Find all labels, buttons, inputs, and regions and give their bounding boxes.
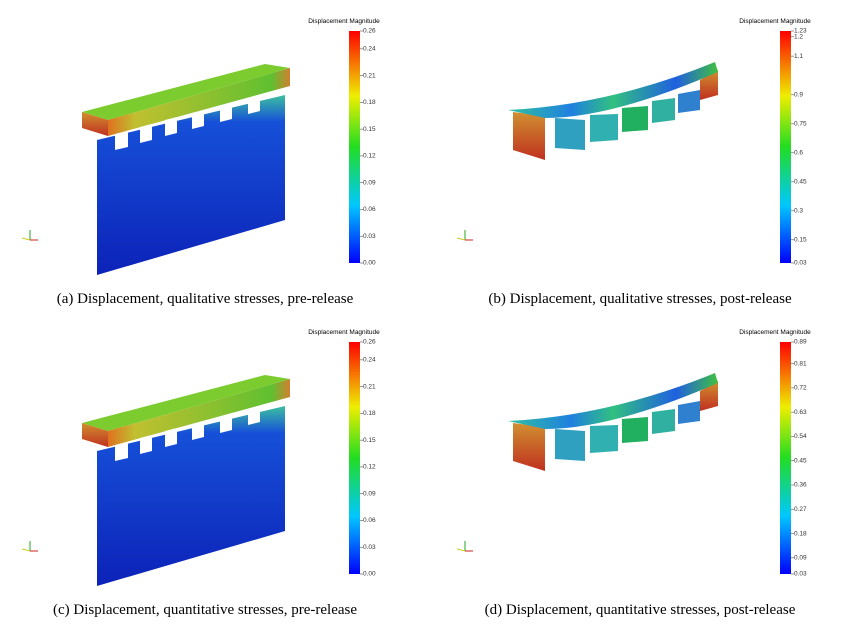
colorbar-tick-label: 0.72 — [794, 385, 807, 392]
colorbar-tick-label: 0.09 — [363, 490, 376, 497]
colorbar-tick-label: 0.45 — [794, 179, 807, 186]
colorbar-tick-label: 0.75 — [794, 121, 807, 128]
colorbar — [780, 342, 791, 574]
render-b — [508, 62, 718, 160]
axes-c — [21, 540, 39, 552]
colorbar-tick-label: 0.12 — [363, 464, 376, 471]
colorbar-tick-label: 0.03 — [363, 233, 376, 240]
colorbar-tick-label: 0.09 — [363, 179, 376, 186]
colorbar-tick-label: 0.21 — [363, 383, 376, 390]
colorbar-tick-label: 0.18 — [794, 530, 807, 537]
colorbar-tick-label: 0.00 — [363, 571, 376, 578]
colorbar — [349, 342, 360, 574]
colorbar-tick-label: 0.27 — [794, 506, 807, 513]
colorbar-tick-label: 0.15 — [363, 437, 376, 444]
colorbar-tick-label: 0.9 — [794, 92, 803, 99]
colorbar-tick-label: 0.15 — [794, 237, 807, 244]
colorbar-title: Displacement Magnitude — [739, 329, 811, 336]
render-d — [508, 373, 718, 471]
colorbar-title: Displacement Magnitude — [739, 18, 811, 25]
axes-a — [21, 229, 39, 241]
colorbar-tick-label: 0.03 — [794, 571, 807, 578]
colorbar-tick-label: 0.24 — [363, 357, 376, 364]
colorbar-tick-label: 1.23 — [794, 28, 807, 35]
colorbar-tick-label: 0.09 — [794, 555, 807, 562]
colorbar-tick-label: 0.18 — [363, 99, 376, 106]
colorbar-tick-label: 0.81 — [794, 360, 807, 367]
colorbar-tick-label: 1.2 — [794, 34, 803, 41]
caption: (c) Displacement, quantitative stresses,… — [53, 602, 357, 618]
colorbar-tick-label: 0.03 — [794, 260, 807, 267]
caption: (d) Displacement, quantitative stresses,… — [485, 602, 796, 618]
colorbar-tick-label: 0.06 — [363, 206, 376, 213]
caption: (a) Displacement, qualitative stresses, … — [57, 291, 354, 307]
colorbar-tick-label: 0.26 — [363, 339, 376, 346]
colorbar-tick-label: 0.26 — [363, 28, 376, 35]
colorbar-tick-label: 0.15 — [363, 126, 376, 133]
colorbar — [349, 31, 360, 263]
colorbar-tick-label: 0.54 — [794, 433, 807, 440]
colorbar-tick-label: 0.06 — [363, 517, 376, 524]
render-c — [82, 375, 290, 586]
colorbar-tick-label: 0.6 — [794, 150, 803, 157]
colorbar-title: Displacement Magnitude — [308, 329, 380, 336]
axes-b — [456, 229, 474, 241]
colorbar-tick-label: 0.21 — [363, 72, 376, 79]
colorbar-tick-label: 0.18 — [363, 410, 376, 417]
render-a — [82, 64, 290, 275]
colorbar-tick-label: 0.63 — [794, 409, 807, 416]
colorbar-tick-label: 0.89 — [794, 339, 807, 346]
colorbar — [780, 31, 791, 263]
colorbar-tick-label: 0.03 — [363, 544, 376, 551]
caption: (b) Displacement, qualitative stresses, … — [488, 291, 792, 307]
colorbar-tick-label: 1.1 — [794, 53, 803, 60]
colorbar-tick-label: 0.36 — [794, 482, 807, 489]
colorbar-tick-label: 0.24 — [363, 46, 376, 53]
colorbar-title: Displacement Magnitude — [308, 18, 380, 25]
colorbar-tick-label: 0.12 — [363, 153, 376, 160]
colorbar-tick-label: 0.45 — [794, 457, 807, 464]
axes-d — [456, 540, 474, 552]
colorbar-tick-label: 0.3 — [794, 208, 803, 215]
colorbar-tick-label: 0.00 — [363, 260, 376, 267]
